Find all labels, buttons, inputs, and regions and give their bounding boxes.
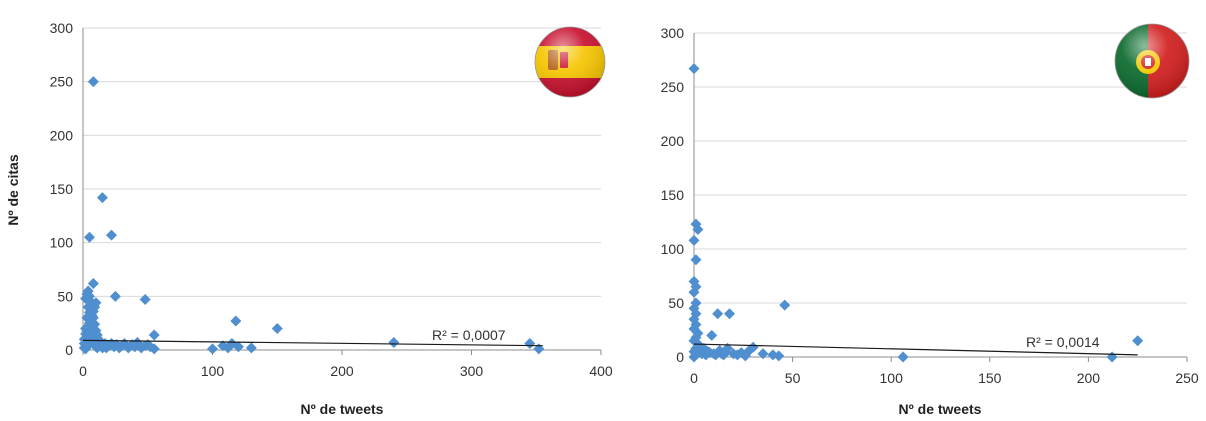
portugal-x-tick-label: 250 xyxy=(1175,370,1199,386)
spain-data-point xyxy=(524,338,536,350)
portugal-x-tick-label: 200 xyxy=(1077,370,1101,386)
spain-y-axis-title: Nº de citas xyxy=(5,154,21,225)
portugal-y-tick-label: 0 xyxy=(676,349,684,365)
portugal-data-point xyxy=(706,329,718,341)
portugal-data-point xyxy=(722,342,734,354)
spain-data-point xyxy=(207,343,218,355)
portugal-data-point xyxy=(897,351,909,363)
spain-x-axis-title: Nº de tweets xyxy=(301,401,384,417)
spain-flag-icon xyxy=(534,26,606,98)
portugal-data-point xyxy=(690,218,702,230)
portugal-scatter-chart: 0 50 100 150 200 250 300 0 50 100 150 200 250 R² = 0,… xyxy=(661,25,1199,417)
spain-data-point xyxy=(87,76,99,88)
spain-data-point xyxy=(148,329,160,341)
spain-data-point xyxy=(83,231,95,243)
spain-y-tick-label: 0 xyxy=(65,342,73,358)
portugal-data-point xyxy=(712,308,724,320)
portugal-data-point xyxy=(688,275,700,287)
portugal-data-point xyxy=(757,348,769,360)
spain-data-point xyxy=(271,323,283,335)
spain-data-point xyxy=(148,343,160,355)
portugal-trendline xyxy=(693,343,1138,356)
spain-data-point xyxy=(139,294,151,306)
spain-x-tick-label: 100 xyxy=(201,363,225,379)
portugal-data-point xyxy=(723,308,735,320)
portugal-y-tick-label: 250 xyxy=(661,79,685,95)
portugal-x-tick-label: 100 xyxy=(880,370,904,386)
portugal-data-point xyxy=(688,234,700,246)
spain-trendline xyxy=(82,339,543,347)
spain-data-point xyxy=(109,290,121,302)
portugal-data-point xyxy=(747,341,759,353)
spain-data-point xyxy=(96,192,108,204)
spain-x-tick-label: 200 xyxy=(330,363,354,379)
portugal-y-tick-label: 300 xyxy=(661,25,685,41)
spain-data-point xyxy=(78,333,90,345)
spain-data-point xyxy=(87,277,99,289)
spain-r-squared-label: R² = 0,0007 xyxy=(432,327,506,343)
spain-y-tick-label: 300 xyxy=(50,20,74,36)
portugal-data-point xyxy=(690,254,702,266)
portugal-x-tick-label: 150 xyxy=(978,370,1002,386)
portugal-data-point xyxy=(779,299,791,311)
portugal-data-point xyxy=(1132,335,1144,347)
spain-data-point xyxy=(232,341,244,353)
spain-y-tick-label: 150 xyxy=(50,181,74,197)
spain-data-point xyxy=(83,306,95,318)
spain-data-point xyxy=(388,336,400,348)
spain-y-tick-label: 250 xyxy=(50,74,74,90)
spain-x-tick-label: 0 xyxy=(79,363,87,379)
portugal-y-tick-label: 150 xyxy=(661,187,685,203)
portugal-y-tick-label: 100 xyxy=(661,241,685,257)
portugal-x-tick-label: 0 xyxy=(690,370,698,386)
portugal-data-point xyxy=(690,297,702,309)
portugal-y-tick-label: 200 xyxy=(661,133,685,149)
spain-data-point xyxy=(230,315,242,327)
spain-x-tick-label: 300 xyxy=(460,363,484,379)
spain-x-tick-label: 400 xyxy=(589,363,613,379)
spain-data-point xyxy=(245,342,257,354)
portugal-y-tick-label: 50 xyxy=(668,295,684,311)
spain-data-point xyxy=(105,229,117,241)
portugal-x-tick-label: 50 xyxy=(785,370,801,386)
portugal-data-point xyxy=(773,350,785,362)
spain-scatter-chart: 0 50 100 150 200 250 300 0 100 200 300 400 R² = 0,00… xyxy=(5,20,613,417)
spain-y-tick-label: 100 xyxy=(50,235,74,251)
spain-y-tick-label: 50 xyxy=(57,288,73,304)
portugal-data-point xyxy=(1106,351,1118,363)
portugal-data-point xyxy=(688,63,700,75)
spain-y-tick-label: 200 xyxy=(50,127,74,143)
portugal-x-axis-title: Nº de tweets xyxy=(899,401,982,417)
portugal-r-squared-label: R² = 0,0014 xyxy=(1026,334,1100,350)
